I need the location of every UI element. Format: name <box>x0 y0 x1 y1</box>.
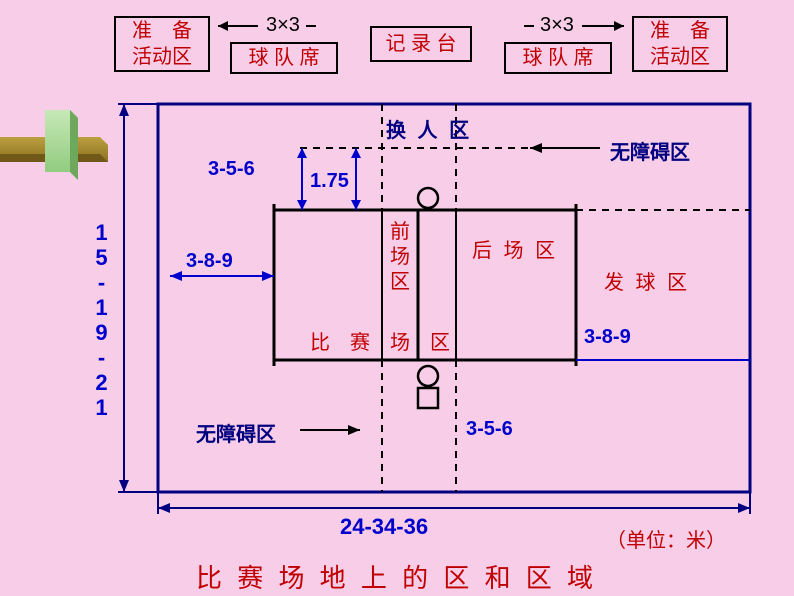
dim-24-34-36: 24-34-36 <box>340 514 428 540</box>
dim-175: 1.75 <box>310 170 349 193</box>
dim-356-top: 3-5-6 <box>208 158 255 181</box>
prep-area-left: 准 备 活动区 <box>114 16 210 72</box>
dim-15-19-21: 15-19-21 <box>88 220 114 420</box>
front-court-label: 前 场 区 <box>390 220 410 295</box>
unit-label: （单位：米） <box>606 524 726 553</box>
dim-356-bot: 3-5-6 <box>466 418 513 441</box>
serve-area-label: 发 球 区 <box>604 266 690 295</box>
dim-389-left: 3-8-9 <box>186 250 233 273</box>
court-diagram <box>0 0 794 596</box>
decoration-3d-bar <box>0 0 794 596</box>
sub-area-label: 换 人 区 <box>386 114 472 143</box>
dim-389-right: 3-8-9 <box>584 326 631 349</box>
no-obstacle-bot: 无障碍区 <box>196 418 276 447</box>
caption: 比 赛 场 地 上 的 区 和 区 域 <box>196 558 597 595</box>
back-court-label: 后 场 区 <box>472 234 558 263</box>
record-desk: 记 录 台 <box>370 26 472 62</box>
prep-area-right: 准 备 活动区 <box>632 16 728 72</box>
no-obstacle-top: 无障碍区 <box>610 136 690 165</box>
play-area-label: 比 赛 场 区 <box>310 326 450 355</box>
dim-3x3-right: 3×3 <box>540 14 574 37</box>
team-bench-right: 球 队 席 <box>504 42 612 74</box>
dim-3x3-left: 3×3 <box>266 14 300 37</box>
team-bench-left: 球 队 席 <box>230 42 338 74</box>
